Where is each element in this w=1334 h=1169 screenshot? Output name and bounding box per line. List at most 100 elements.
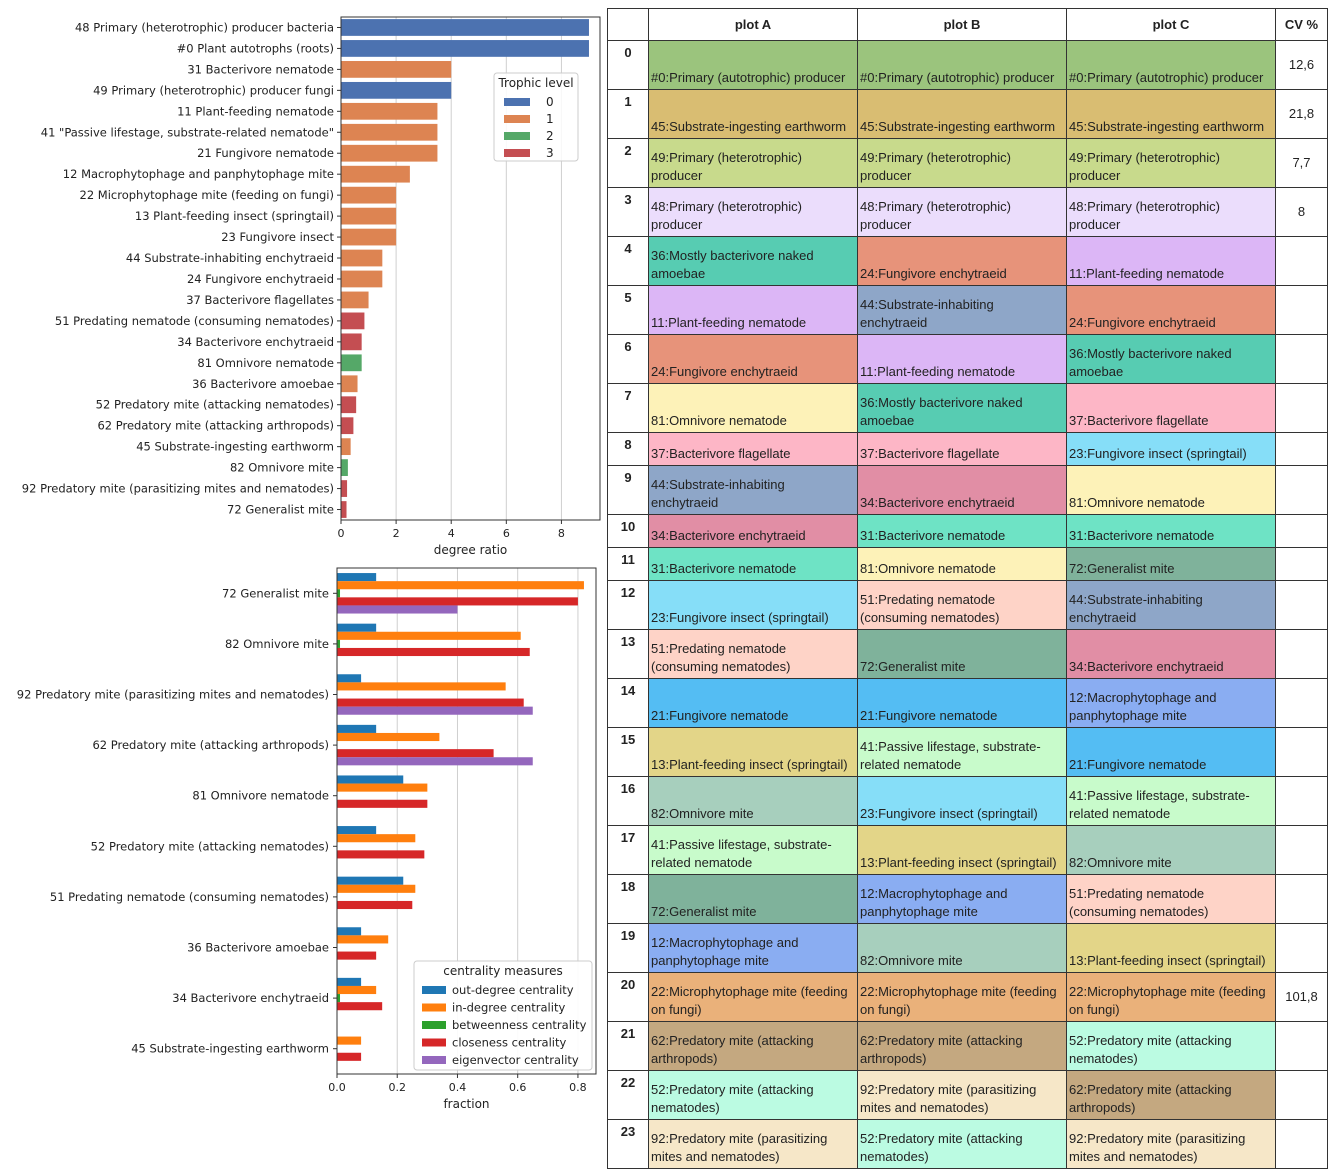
table-row: 20 22:Microphytophage mite (feeding on fu… (607, 972, 1328, 1022)
cv-cell (1275, 874, 1328, 924)
category-label: 36 Bacterivore amoebae (187, 941, 329, 955)
bar (337, 674, 362, 683)
header-plot-a: plot A (648, 8, 858, 41)
plot-a-cell: 36:Mostly bacterivore naked amoebae (648, 236, 858, 286)
plot-c-cell: #0:Primary (autotrophic) producer (1066, 40, 1276, 90)
category-label: 72 Generalist mite (222, 586, 329, 600)
plot-c-cell: 31:Bacterivore nematode (1066, 514, 1276, 548)
category-label: 82 Omnivore mite (230, 461, 334, 475)
category-label: 45 Substrate-ingesting earthworm (131, 1042, 329, 1056)
rank-cell: 21 (607, 1021, 649, 1071)
bar (337, 757, 533, 766)
plot-b-cell: 23:Fungivore insect (springtail) (857, 776, 1067, 826)
bar (337, 724, 377, 733)
cv-cell (1275, 236, 1328, 286)
table-row: 12 23:Fungivore insect (springtail) 51:Pre… (607, 580, 1328, 630)
bar (337, 826, 377, 835)
header-cv: CV % (1275, 8, 1328, 41)
category-label: 45 Substrate-ingesting earthworm (136, 440, 334, 454)
bar (341, 480, 348, 497)
rank-cell: 16 (607, 776, 649, 826)
bar (341, 291, 369, 309)
rank-cell: 14 (607, 678, 649, 728)
bar (337, 876, 404, 885)
plot-c-cell: 11:Plant-feeding nematode (1066, 236, 1276, 286)
plot-frame (336, 567, 597, 1075)
category-label: #0 Plant autotrophs (roots) (177, 41, 334, 55)
plot-c-cell: 37:Bacterivore flagellate (1066, 383, 1276, 433)
category-label: 41 "Passive lifestage, substrate-related… (41, 125, 334, 139)
bar (337, 834, 416, 843)
cv-cell (1275, 514, 1328, 548)
plot-c-cell: 45:Substrate-ingesting earthworm (1066, 89, 1276, 139)
category-label: 51 Predating nematode (consuming nematod… (55, 314, 334, 328)
bar (337, 900, 413, 910)
ranking-table: plot A plot B plot C CV % 0 #0:Primary (a… (607, 8, 1328, 1169)
table-row: 21 62:Predatory mite (attacking arthropod… (607, 1021, 1328, 1071)
x-tick-label: 0.4 (449, 1081, 467, 1094)
plot-a-cell: 21:Fungivore nematode (648, 678, 858, 728)
rank-cell: 19 (607, 923, 649, 973)
table-row: 11 31:Bacterivore nematode 81:Omnivore nem… (607, 547, 1328, 581)
cv-cell (1275, 580, 1328, 630)
plot-c-cell: 82:Omnivore mite (1066, 825, 1276, 875)
bar (341, 396, 357, 414)
category-label: 23 Fungivore insect (221, 230, 334, 244)
legend-swatch (422, 1038, 446, 1047)
category-label: 24 Fungivore enchytraeid (187, 272, 334, 286)
plot-c-cell: 13:Plant-feeding insect (springtail) (1066, 923, 1276, 973)
legend-swatch (422, 986, 446, 994)
legend-label: betweenness centrality (452, 1018, 587, 1032)
category-label: 81 Omnivore nematode (197, 356, 334, 370)
plot-b-cell: 12:Macrophytophage and panphytophage mit… (857, 874, 1067, 924)
plot-b-cell: 92:Predatory mite (parasitizing mites an… (857, 1070, 1067, 1120)
plot-b-cell: #0:Primary (autotrophic) producer (857, 40, 1067, 90)
bar (337, 597, 578, 606)
rank-cell: 7 (607, 383, 649, 433)
table-row: 3 48:Primary (heterotrophic) producer 48:P… (607, 187, 1328, 237)
cv-cell: 12,6 (1275, 40, 1328, 90)
legend-box (413, 960, 593, 1071)
bar (341, 102, 438, 120)
bar (341, 354, 362, 372)
cv-cell: 21,8 (1275, 89, 1328, 139)
cv-cell (1275, 547, 1328, 581)
plot-a-cell: 12:Macrophytophage and panphytophage mit… (648, 923, 858, 973)
cv-cell (1275, 432, 1328, 466)
x-axis-label: degree ratio (434, 543, 508, 557)
legend-label: out-degree centrality (452, 983, 574, 997)
plot-a-cell: 37:Bacterivore flagellate (648, 432, 858, 466)
table-row: 15 13:Plant-feeding insect (springtail) 41… (607, 727, 1328, 777)
category-label: 36 Bacterivore amoebae (192, 377, 334, 391)
bar (337, 573, 377, 582)
bar (341, 81, 452, 99)
bar (337, 706, 533, 715)
bar (337, 732, 440, 742)
plot-a-cell: 82:Omnivore mite (648, 776, 858, 826)
plot-a-cell: 11:Plant-feeding nematode (648, 285, 858, 335)
legend-label: 3 (546, 146, 554, 160)
degree-ratio-chart: 0 2 4 6 8 48 Primary (heterotrophic) producer… (22, 16, 601, 557)
bar (337, 1052, 362, 1061)
plot-c-cell: 12:Macrophytophage and panphytophage mit… (1066, 678, 1276, 728)
bar (341, 270, 383, 288)
plot-c-cell: 41:Passive lifestage, substrate-related … (1066, 776, 1276, 826)
header-rank (607, 8, 649, 41)
bar (337, 783, 428, 792)
bar (337, 935, 389, 944)
rank-cell: 4 (607, 236, 649, 286)
plot-b-cell: 49:Primary (heterotrophic) producer (857, 138, 1067, 188)
category-label: 12 Macrophytophage and panphytophage mit… (63, 167, 334, 181)
legend-swatch (422, 1021, 446, 1029)
legend-label: in-degree centrality (452, 1001, 565, 1015)
rank-cell: 8 (607, 432, 649, 466)
cv-cell (1275, 727, 1328, 777)
plot-a-cell: 48:Primary (heterotrophic) producer (648, 187, 858, 237)
plot-b-cell: 31:Bacterivore nematode (857, 514, 1067, 548)
table-row: 2 49:Primary (heterotrophic) producer 49:P… (607, 138, 1328, 188)
plot-b-cell: 72:Generalist mite (857, 629, 1067, 679)
bar (341, 40, 589, 57)
plot-b-cell: 82:Omnivore mite (857, 923, 1067, 973)
rank-cell: 3 (607, 187, 649, 237)
rank-cell: 6 (607, 334, 649, 384)
